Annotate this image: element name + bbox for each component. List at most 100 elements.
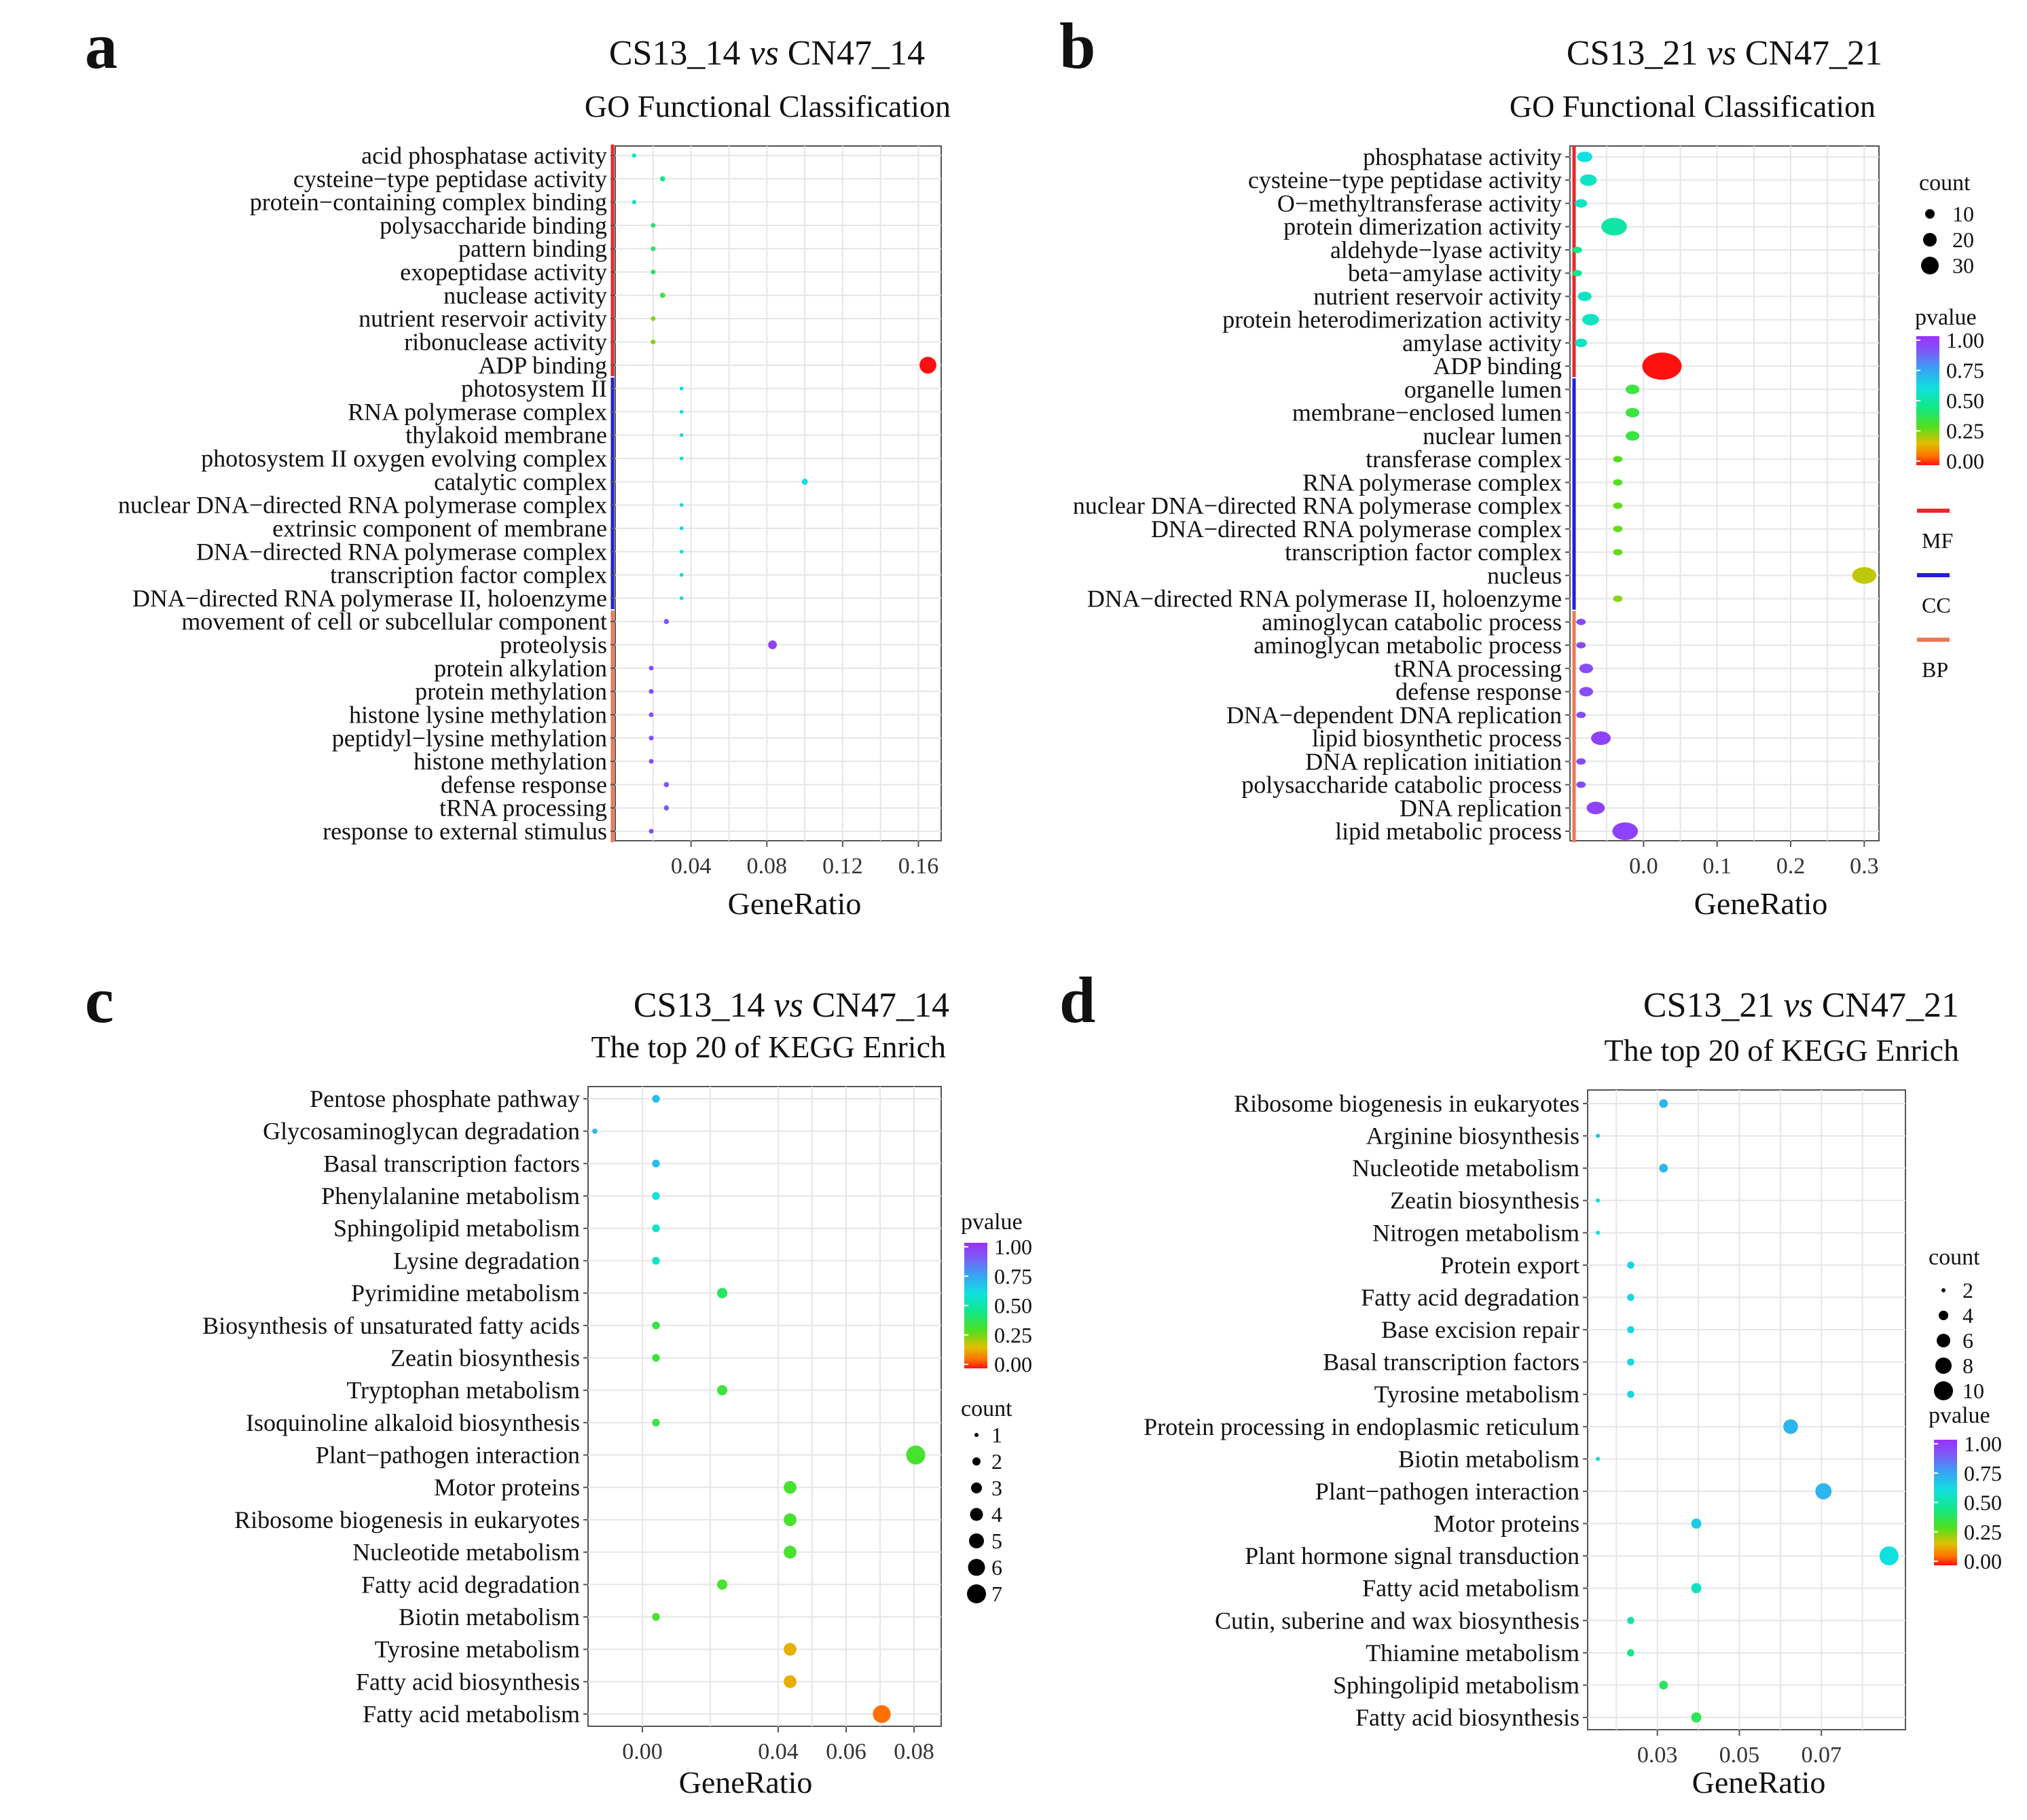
count-legend-dot [1925, 209, 1935, 219]
y-tick-label: Base excision repair [1381, 1316, 1579, 1343]
data-point [651, 339, 656, 344]
y-tick-label: Tryptophan metabolism [346, 1377, 580, 1404]
data-point [784, 1546, 797, 1559]
count-legend-label: 4 [1962, 1303, 1973, 1328]
data-point [1625, 431, 1640, 441]
y-tick-label: DNA replication [1400, 795, 1562, 822]
data-point [663, 782, 670, 788]
panel-letter-a: a [85, 10, 117, 82]
y-tick-label: DNA replication initiation [1305, 748, 1562, 775]
y-tick-label: Motor proteins [1433, 1510, 1579, 1537]
data-point [652, 1353, 660, 1362]
count-legend-label: 5 [991, 1529, 1002, 1553]
count-legend-label: 4 [991, 1502, 1002, 1527]
data-point [784, 1675, 797, 1688]
y-tick-label: histone methylation [414, 748, 607, 775]
count-legend-label: 30 [1952, 253, 1974, 278]
x-tick-label: 0.08 [747, 854, 788, 879]
y-tick-label: Thiamine metabolism [1366, 1639, 1579, 1667]
y-tick-label: aminoglycan metabolic process [1254, 632, 1562, 659]
data-point [1642, 352, 1682, 380]
y-tick-label: Isoquinoline alkaloid biosynthesis [246, 1409, 580, 1436]
data-point [649, 759, 654, 764]
data-point [652, 1095, 660, 1103]
data-point [1625, 384, 1640, 395]
y-tick-label: Fatty acid metabolism [1362, 1575, 1579, 1602]
y-tick-label: Arginine biosynthesis [1366, 1123, 1579, 1150]
x-tick-label: 0.0 [1629, 854, 1658, 879]
y-tick-label: Biotin metabolism [1398, 1445, 1579, 1472]
count-legend-label: 20 [1952, 228, 1974, 252]
y-tick-label: Plant−pathogen interaction [316, 1442, 580, 1469]
count-legend-dot [1923, 233, 1937, 247]
panel-b-count-title: count [1919, 170, 1971, 196]
y-tick-label: Nucleotide metabolism [1352, 1154, 1579, 1182]
panel-b-title-vs: vs [1706, 34, 1736, 73]
data-point [1783, 1419, 1798, 1434]
panel-a-grid [615, 146, 941, 841]
panel-a-x-title: GeneRatio [728, 886, 862, 921]
y-tick-label: nuclear lumen [1423, 422, 1562, 450]
panel-a-title-left: CS13_14 [609, 34, 741, 73]
data-point [649, 829, 654, 834]
data-point [652, 1613, 660, 1621]
y-tick-label: Fatty acid degradation [1361, 1284, 1579, 1311]
data-point [1691, 1518, 1702, 1529]
panel-b-title: CS13_21 vs CN47_21 [1567, 34, 1882, 73]
data-point [651, 316, 656, 321]
data-point [1627, 1261, 1635, 1269]
y-tick-label: photosystem II [461, 375, 607, 402]
data-point [1613, 479, 1623, 486]
y-tick-label: polysaccharide binding [380, 212, 607, 239]
panel-a-x-ticks: 0.04 0.08 0.12 0.16 [671, 841, 938, 879]
colorbar-tick-label: 0.25 [994, 1323, 1032, 1347]
y-tick-label: RNA polymerase complex [348, 398, 607, 425]
data-point [1612, 822, 1639, 840]
y-tick-label: nuclear DNA−directed RNA polymerase comp… [118, 492, 607, 519]
data-point [1852, 567, 1877, 584]
panel-c-title: CS13_14 vs CN47_14 [634, 986, 949, 1025]
y-tick-label: Sphingolipid metabolism [1333, 1671, 1579, 1698]
y-tick-label: lipid metabolic process [1335, 818, 1562, 845]
panel-d-plot-area [1587, 1089, 1906, 1730]
y-tick-label: organelle lumen [1404, 376, 1562, 403]
data-point [652, 1192, 660, 1200]
count-legend-dot [1934, 1381, 1953, 1400]
y-tick-label: DNA−dependent DNA replication [1226, 702, 1562, 729]
panel-a-plot-area [615, 145, 942, 841]
data-point [1576, 619, 1586, 625]
data-point [652, 1419, 660, 1427]
colorbar-tick-label: 0.00 [1964, 1549, 2002, 1573]
y-tick-label: acid phosphatase activity [361, 142, 607, 169]
panel-a-subtitle: GO Functional Classification [585, 89, 951, 124]
data-point [649, 735, 654, 741]
data-point [768, 640, 778, 649]
y-tick-label: Nucleotide metabolism [352, 1539, 580, 1566]
data-point [1586, 801, 1605, 815]
data-point [1613, 549, 1623, 556]
y-tick-label: protein alkylation [434, 655, 607, 682]
data-point [651, 223, 656, 228]
y-tick-label: defense response [441, 771, 607, 798]
data-point [1613, 595, 1623, 602]
colorbar-tick-label: 0.50 [1964, 1491, 2002, 1515]
y-tick-label: nutrient reservoir activity [359, 305, 607, 332]
count-legend-dot [972, 1457, 981, 1466]
colorbar-tick-label: 0.75 [994, 1264, 1032, 1288]
data-point [1627, 1294, 1635, 1301]
y-tick-label: extrinsic component of membrane [272, 515, 607, 542]
colorbar-tick-label: 1.00 [1964, 1432, 2002, 1456]
y-tick-label: thylakoid membrane [405, 422, 607, 449]
y-tick-label: Biotin metabolism [399, 1603, 580, 1631]
x-tick-label: 0.3 [1850, 854, 1879, 879]
data-point [919, 357, 936, 374]
colorbar-tick-label: 1.00 [994, 1235, 1032, 1259]
y-tick-label: protein heterodimerization activity [1222, 306, 1562, 333]
panel-d-pvalue-ticks: 1.00 0.75 0.50 0.25 0.00 [1934, 1432, 2002, 1573]
data-point [651, 270, 656, 275]
